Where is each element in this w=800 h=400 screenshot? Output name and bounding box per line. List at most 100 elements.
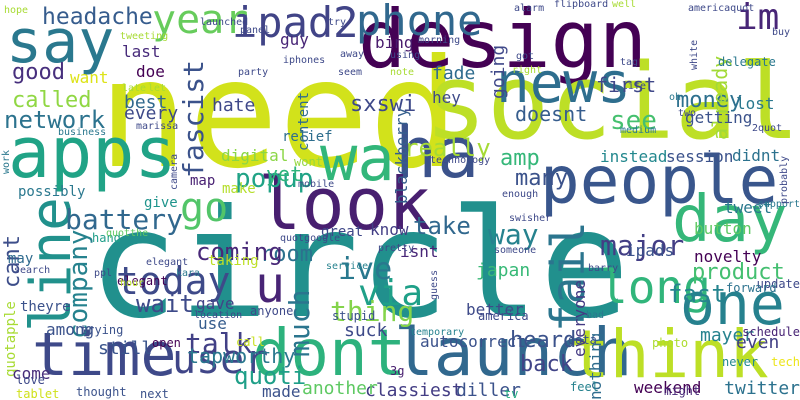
cloud-word: data	[568, 333, 597, 347]
cloud-word: seem	[338, 67, 363, 78]
cloud-word: iphones	[283, 55, 326, 66]
cloud-word: got	[516, 51, 535, 62]
cloud-word: ppl	[94, 268, 113, 279]
cloud-word: swisher	[509, 213, 552, 224]
cloud-word: know	[370, 220, 409, 239]
cloud-word: isnt	[400, 242, 439, 261]
cloud-word: photo	[652, 336, 689, 350]
cloud-word: major	[600, 229, 685, 262]
cloud-word: fast	[668, 280, 726, 308]
cloud-word: use	[198, 314, 227, 333]
cloud-word: lost	[736, 94, 775, 113]
cloud-word: support	[757, 199, 800, 210]
cloud-word: taking	[208, 253, 259, 269]
cloud-word: dont	[252, 317, 407, 391]
cloud-word: possibly	[18, 184, 86, 200]
cloud-word: anyone	[250, 304, 294, 318]
cloud-word: tag	[620, 57, 639, 68]
cloud-word: social	[424, 41, 800, 163]
cloud-word: classiest	[365, 380, 463, 400]
cloud-word: headache	[42, 4, 153, 30]
cloud-word: hour	[120, 278, 145, 289]
cloud-word: via	[358, 273, 424, 314]
cloud-word: first	[596, 73, 657, 97]
cloud-word: white	[689, 39, 700, 70]
cloud-word: didnt	[732, 146, 781, 165]
cloud-word: flipboard	[554, 0, 609, 10]
cloud-word: make	[222, 181, 256, 197]
cloud-word: ive	[338, 252, 393, 287]
cloud-word: thought	[76, 385, 127, 399]
cloud-word: way	[488, 218, 539, 251]
cloud-word: digital	[221, 146, 289, 165]
cloud-word: right	[512, 65, 543, 76]
cloud-word: japan	[476, 260, 531, 281]
cloud-word: mayer	[700, 325, 755, 346]
cloud-word: elegant	[117, 274, 168, 288]
cloud-word: popup	[235, 164, 314, 194]
cloud-word: next	[140, 387, 169, 400]
cloud-word: back	[520, 352, 573, 377]
cloud-word: say	[6, 7, 115, 77]
cloud-word: twitter	[724, 378, 800, 399]
cloud-word: doesnt	[515, 102, 588, 126]
cloud-word: need	[98, 28, 460, 202]
cloud-word: still	[98, 338, 153, 359]
cloud-word: today	[116, 259, 231, 303]
cloud-word: pretty	[378, 243, 415, 254]
cloud-word: forward	[726, 281, 777, 295]
cloud-word: barry	[588, 263, 619, 274]
cloud-word: talk	[185, 327, 253, 360]
cloud-word: oh	[669, 92, 682, 103]
cloud-word: take	[413, 212, 471, 240]
cloud-word: try	[328, 17, 347, 28]
cloud-word: user	[172, 337, 269, 383]
cloud-word: let	[148, 83, 167, 94]
cloud-word: call	[236, 335, 265, 349]
cloud-word: come	[12, 364, 51, 383]
cloud-word: people	[540, 142, 779, 219]
cloud-word: americaquot	[688, 3, 755, 14]
cloud-word: even	[736, 332, 780, 353]
cloud-word: autocorrect	[420, 332, 526, 351]
cloud-word: guy	[280, 30, 309, 49]
cloud-word: thing	[330, 295, 415, 328]
cloud-word: among	[46, 320, 95, 339]
cloud-word: quotthe	[106, 228, 149, 239]
cloud-word: stupid	[332, 309, 376, 323]
cloud-word: product	[692, 260, 785, 285]
cloud-word: blackberry	[392, 107, 411, 204]
cloud-word: good	[12, 60, 65, 85]
cloud-word: design	[358, 0, 647, 86]
cloud-word: phone	[356, 0, 483, 45]
cloud-word: battery	[65, 203, 184, 236]
cloud-word: might	[664, 384, 701, 398]
cloud-word: session	[666, 147, 734, 166]
cloud-word: network	[4, 106, 106, 134]
cloud-word: apps	[8, 112, 177, 194]
cloud-word: tapworthy	[187, 344, 296, 368]
cloud-word: tablet	[16, 387, 60, 400]
cloud-word: time	[32, 320, 177, 390]
cloud-word: tv	[504, 387, 519, 400]
cloud-word: go	[180, 185, 229, 231]
cloud-word: coming	[196, 238, 283, 266]
cloud-word: theyre	[20, 299, 71, 315]
cloud-word: guess	[429, 269, 440, 300]
cloud-word: weekend	[634, 378, 702, 397]
cloud-word: wont	[294, 155, 323, 169]
cloud-word: probably	[779, 155, 790, 204]
cloud-word: alarm	[514, 3, 545, 14]
cloud-word: technology	[430, 155, 491, 166]
cloud-word: someone	[494, 245, 537, 256]
cloud-word: diller	[456, 380, 522, 400]
cloud-word: may	[8, 251, 34, 267]
cloud-word: never	[722, 355, 759, 369]
cloud-word: think	[570, 316, 769, 393]
cloud-word: update	[756, 277, 800, 291]
cloud-word: amp	[500, 146, 540, 171]
cloud-word: buy	[772, 27, 791, 38]
cloud-word: medium	[620, 125, 657, 136]
cloud-word: bad	[586, 310, 605, 321]
